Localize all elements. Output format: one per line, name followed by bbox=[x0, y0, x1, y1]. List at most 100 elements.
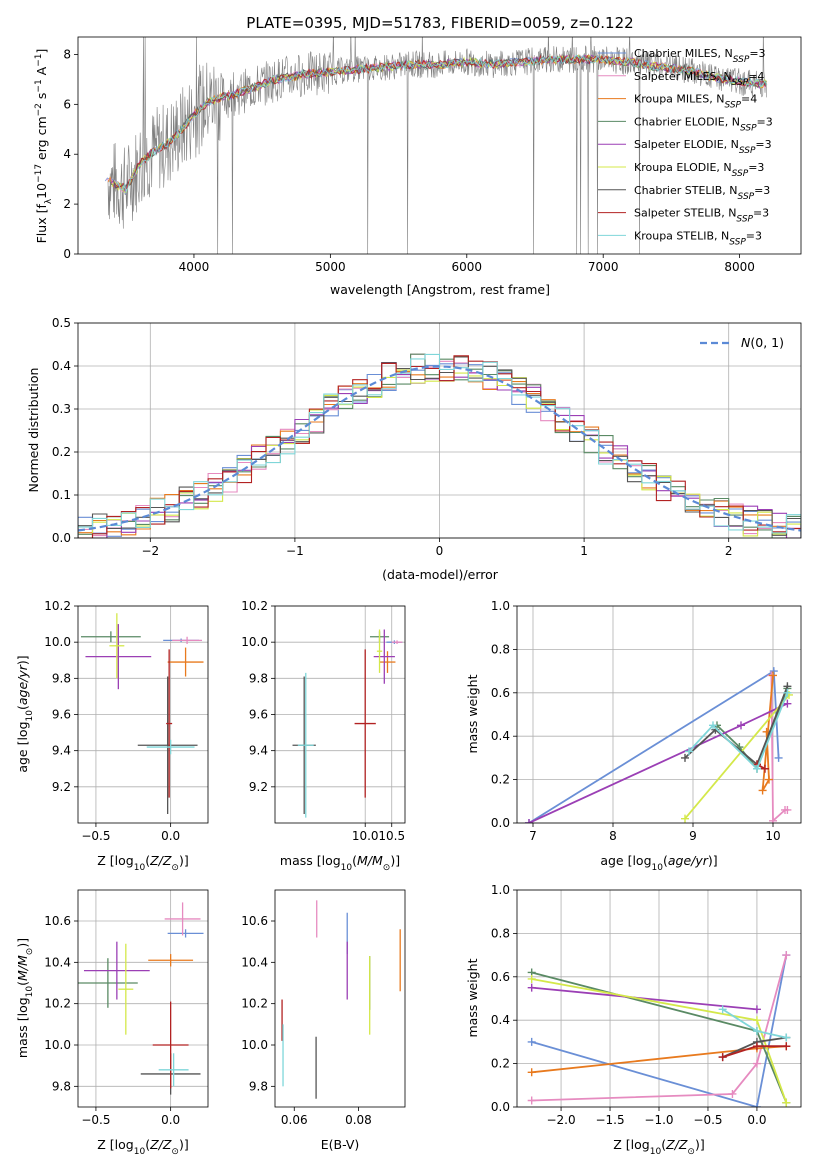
y-tick-label: 0.3 bbox=[52, 402, 71, 416]
weight-marker bbox=[752, 1103, 761, 1107]
y-axis-label: mass [log10(M/M⊙)] bbox=[15, 938, 35, 1058]
weight-marker bbox=[758, 786, 767, 795]
weight-marker bbox=[753, 764, 761, 773]
plot-area bbox=[78, 353, 801, 538]
weight-marker bbox=[527, 1037, 536, 1046]
plot-area bbox=[78, 902, 204, 1095]
y-tick-label: 0.0 bbox=[491, 816, 510, 830]
y-tick-label: 6 bbox=[63, 97, 71, 111]
weight-marker bbox=[782, 951, 791, 960]
y-tick-label: 0.0 bbox=[52, 531, 71, 545]
weight-marker bbox=[527, 1068, 536, 1077]
weight-marker bbox=[718, 1005, 727, 1014]
x-axis-label: (data-model)/error bbox=[382, 567, 499, 582]
x-tick-label: 0.0 bbox=[161, 1113, 180, 1127]
legend-label: Salpeter ELODIE, NSSP=3 bbox=[634, 138, 772, 156]
y-tick-label: 0.4 bbox=[491, 1013, 510, 1027]
axes-frame bbox=[77, 605, 209, 824]
plot-area bbox=[525, 667, 793, 823]
legend-label: Salpeter MILES, NSSP=4 bbox=[634, 70, 764, 88]
x-tick-label: 10.5 bbox=[378, 829, 405, 843]
x-tick-label: 0.0 bbox=[161, 829, 180, 843]
panel-spectrum: 4000 5000 6000 7000 8000 0 2 4 6 8 wavelength [Ang… bbox=[34, 36, 802, 297]
weight-marker bbox=[527, 983, 536, 992]
panel-residuals: −2 −1 0 1 2 0.0 0.1 0.2 0.3 0.4 0.5 (data-model)/er… bbox=[26, 316, 802, 582]
panel-mass_vs_EBV: 0.06 0.08 9.8 10.0 10.2 10.4 10.6 E(B-V) bbox=[241, 889, 406, 1152]
y-tick-label: 0.5 bbox=[52, 316, 71, 330]
weight-marker bbox=[718, 1053, 727, 1062]
y-tick-label: 0.2 bbox=[491, 773, 510, 787]
y-tick-label: 0.6 bbox=[491, 686, 510, 700]
axes-frame bbox=[274, 889, 406, 1108]
x-tick-label: 6000 bbox=[452, 260, 483, 274]
x-axis-label: wavelength [Angstrom, rest frame] bbox=[330, 282, 550, 297]
x-tick-label: 2 bbox=[725, 544, 733, 558]
y-tick-label: 0.2 bbox=[491, 1057, 510, 1071]
model-spectrum-line bbox=[115, 54, 768, 193]
x-axis-label: age [log10(age/yr)] bbox=[600, 853, 717, 873]
weight-marker bbox=[709, 721, 717, 730]
x-tick-label: 7000 bbox=[588, 260, 619, 274]
x-tick-label: 0.0 bbox=[747, 1113, 766, 1127]
y-axis-label: mass weight bbox=[465, 958, 480, 1037]
y-tick-label: 0.0 bbox=[491, 1100, 510, 1114]
weight-marker bbox=[774, 753, 783, 762]
y-tick-label: 0.1 bbox=[52, 488, 71, 502]
y-tick-label: 9.4 bbox=[52, 744, 71, 758]
x-tick-label: −2.0 bbox=[546, 1113, 575, 1127]
weight-line bbox=[684, 694, 790, 820]
x-axis-label: mass [log10(M/M⊙)] bbox=[280, 853, 400, 873]
y-tick-label: 10.2 bbox=[241, 997, 268, 1011]
y-axis-label: mass weight bbox=[465, 674, 480, 753]
panel-mass_weight_vs_age: 7 8 9 10 0.0 0.2 0.4 0.6 0.8 1.0 age [log10(age/yr… bbox=[465, 599, 802, 873]
x-tick-label: 9 bbox=[689, 829, 697, 843]
x-tick-label: 0.08 bbox=[345, 1113, 372, 1127]
y-tick-label: 9.8 bbox=[52, 1079, 71, 1093]
y-tick-label: 9.2 bbox=[249, 780, 268, 794]
histogram-step bbox=[78, 353, 801, 538]
x-tick-label: 0 bbox=[436, 544, 444, 558]
y-tick-label: 9.6 bbox=[52, 708, 71, 722]
x-tick-label: 4000 bbox=[179, 260, 210, 274]
x-tick-label: 10 bbox=[765, 829, 780, 843]
y-tick-label: 9.6 bbox=[249, 708, 268, 722]
legend: Chabrier MILES, NSSP=3 Salpeter MILES, NS… bbox=[598, 47, 773, 247]
axes-frame bbox=[516, 889, 802, 1108]
y-tick-label: 10.4 bbox=[241, 955, 268, 969]
plot-area bbox=[104, 37, 768, 254]
weight-marker bbox=[728, 1089, 737, 1098]
weight-marker bbox=[761, 764, 769, 773]
x-axis-label: Z [log10(Z/Z⊙)] bbox=[97, 1137, 188, 1157]
x-axis-label: E(B-V) bbox=[321, 1137, 360, 1152]
x-tick-label: −0.5 bbox=[81, 829, 110, 843]
y-axis-label: age [log10(age/yr)] bbox=[15, 655, 35, 772]
weight-marker bbox=[752, 1016, 761, 1025]
plot-area bbox=[281, 900, 401, 1099]
y-tick-label: 1.0 bbox=[491, 599, 510, 613]
y-tick-label: 10.2 bbox=[44, 997, 71, 1011]
legend-label: Kroupa MILES, NSSP=4 bbox=[634, 93, 757, 111]
x-tick-label: 5000 bbox=[315, 260, 346, 274]
legend-label: Salpeter STELIB, NSSP=3 bbox=[634, 207, 769, 225]
weight-line bbox=[761, 675, 774, 791]
y-tick-label: 2 bbox=[63, 197, 71, 211]
panel-mass_vs_Z: −0.5 0.0 9.8 10.0 10.2 10.4 10.6 Z [log10(Z/Z⊙)… bbox=[15, 889, 209, 1157]
y-axis-label: Normed distribution bbox=[26, 368, 41, 493]
x-tick-label: −0.5 bbox=[693, 1113, 722, 1127]
weight-marker bbox=[752, 1042, 761, 1051]
gaussian-curve bbox=[78, 365, 801, 532]
y-tick-label: 0.2 bbox=[52, 445, 71, 459]
legend-label: Chabrier MILES, NSSP=3 bbox=[634, 47, 766, 65]
x-tick-label: 7 bbox=[529, 829, 537, 843]
x-tick-label: −1 bbox=[286, 544, 304, 558]
y-tick-label: 9.2 bbox=[52, 780, 71, 794]
weight-line bbox=[531, 986, 757, 1011]
legend-label: Chabrier STELIB, NSSP=3 bbox=[634, 184, 770, 202]
weight-marker bbox=[752, 1005, 761, 1014]
weight-marker bbox=[737, 721, 745, 730]
weight-marker bbox=[783, 805, 792, 814]
panel-age_vs_Z: −0.5 0.0 9.2 9.4 9.6 9.8 10.0 10.2 Z [log10(Z/Z⊙… bbox=[15, 599, 209, 873]
model-spectrum-line bbox=[113, 53, 767, 189]
model-spectrum-line bbox=[114, 54, 766, 190]
